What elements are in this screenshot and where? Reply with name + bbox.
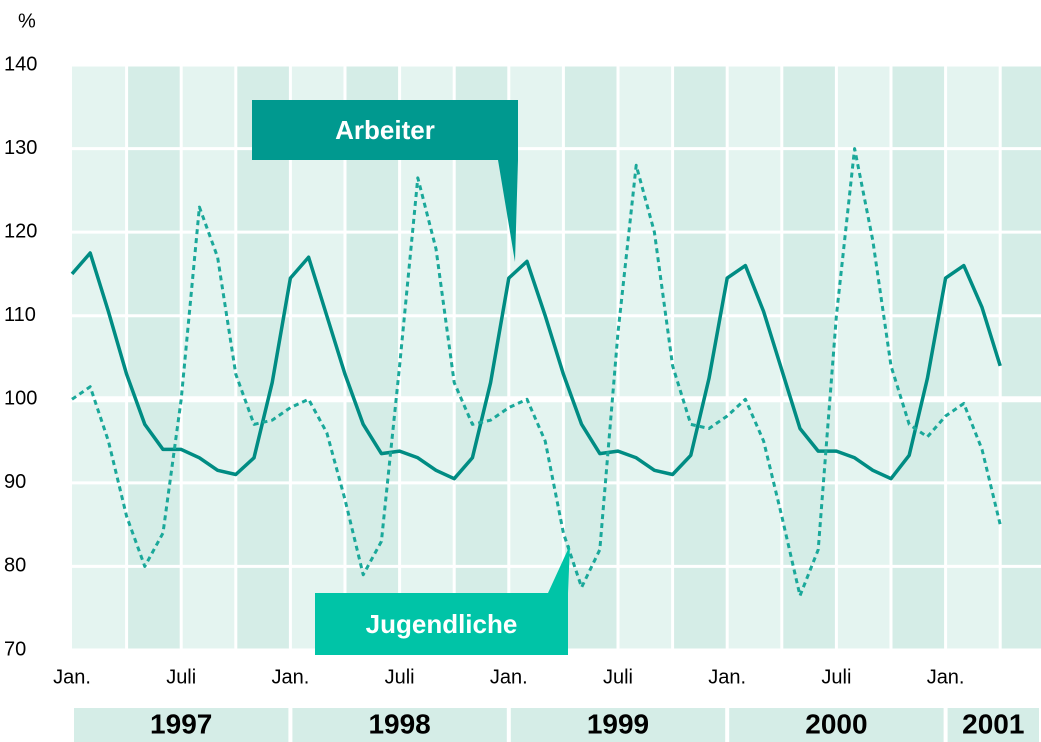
y-tick-label: 130 — [4, 137, 37, 159]
y-tick-label: 120 — [4, 220, 37, 242]
series-line — [70, 251, 1002, 481]
x-tick-label: Jan. — [927, 666, 965, 688]
year-label: 2001 — [962, 708, 1024, 739]
y-tick-label: 100 — [4, 388, 37, 410]
year-band — [292, 708, 507, 742]
x-tick-label: Jan. — [271, 666, 309, 688]
plot-stripe — [290, 65, 345, 650]
x-tick-label: Juli — [385, 666, 415, 688]
plot-stripe — [1000, 65, 1041, 650]
plot-stripe — [235, 65, 291, 650]
annotation-box — [315, 593, 568, 655]
year-band — [74, 708, 289, 742]
year-label: 1997 — [150, 708, 212, 739]
annotation-callout — [548, 545, 570, 593]
plot-stripe — [72, 65, 127, 650]
plot-stripe — [181, 65, 236, 650]
plot-stripe — [345, 65, 400, 650]
annotation-box — [252, 100, 518, 160]
legend-label: Arbeiter — [335, 115, 435, 145]
y-tick-label: 110 — [4, 304, 36, 326]
plot-stripe — [618, 65, 673, 650]
plot-stripe — [781, 65, 837, 650]
plot-stripe — [563, 65, 618, 650]
annotation-callout — [498, 160, 518, 262]
plot-stripe — [945, 65, 1001, 650]
year-band — [729, 708, 944, 742]
year-label: 1998 — [368, 708, 430, 739]
x-tick-label: Juli — [603, 666, 633, 688]
y-tick-label: 70 — [4, 638, 26, 660]
year-label: 1999 — [587, 708, 649, 739]
x-tick-label: Juli — [821, 666, 851, 688]
plot-stripe — [727, 65, 782, 650]
x-tick-label: Jan. — [53, 666, 91, 688]
year-label: 2000 — [805, 708, 867, 739]
plot-stripe — [126, 65, 182, 650]
year-band — [947, 708, 1039, 742]
y-tick-label: 140 — [4, 53, 37, 75]
y-tick-label: 80 — [4, 555, 26, 577]
x-tick-label: Juli — [166, 666, 196, 688]
x-tick-label: Jan. — [490, 666, 528, 688]
year-band — [510, 708, 726, 742]
plot-stripe — [399, 65, 455, 650]
y-tick-label: 90 — [4, 471, 26, 493]
y-unit-label: % — [18, 10, 36, 32]
legend-label: Jugendliche — [366, 609, 518, 639]
series-line — [71, 147, 1002, 598]
plot-stripe — [836, 65, 891, 650]
plot-stripe — [891, 65, 946, 650]
plot-stripe — [672, 65, 728, 650]
x-tick-label: Jan. — [708, 666, 746, 688]
